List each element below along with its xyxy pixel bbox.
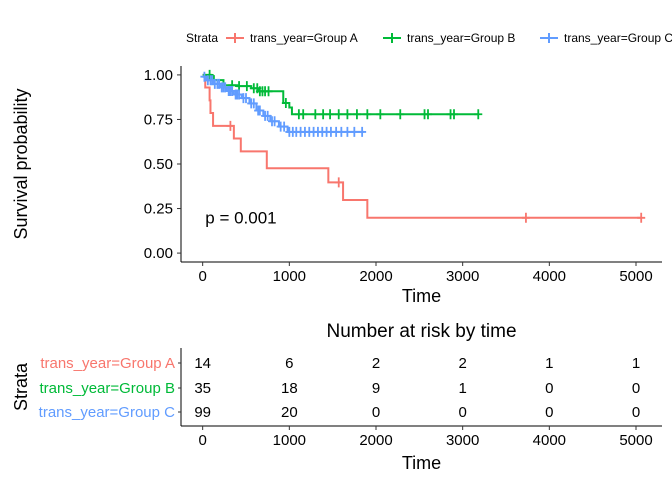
risk-cell-1-3: 1: [458, 380, 466, 397]
risk-cell-2-2: 0: [372, 404, 380, 421]
survival-curve-series-0: [202, 73, 642, 219]
censor-mark-series-1: [424, 109, 432, 120]
censor-mark-series-1: [242, 81, 251, 92]
censor-mark-series-0: [334, 177, 343, 188]
risk-x-tick-label: 2000: [359, 432, 392, 449]
risk-cell-1-0: 35: [194, 380, 211, 397]
censor-mark-series-0: [637, 212, 646, 223]
censor-mark-series-2: [350, 126, 359, 137]
legend-label-0: trans_year=Group A: [250, 31, 358, 45]
censor-mark-series-1: [352, 109, 361, 120]
censor-mark-series-0: [226, 120, 235, 131]
censor-mark-series-1: [281, 98, 290, 109]
risk-row-label-0: trans_year=Group A: [40, 355, 175, 372]
risk-table-title: Number at risk by time: [326, 321, 516, 342]
risk-cell-2-0: 99: [194, 404, 211, 421]
x-tick-label: 2000: [359, 268, 392, 285]
censor-mark-series-1: [311, 109, 320, 120]
censor-mark-series-1: [450, 109, 458, 120]
risk-x-tick-label: 3000: [446, 432, 479, 449]
censor-mark-series-2: [263, 110, 272, 121]
risk-y-axis-title: Strata: [11, 362, 31, 411]
risk-x-tick-label: 4000: [533, 432, 566, 449]
x-tick-label: 1000: [273, 268, 306, 285]
risk-cell-1-1: 18: [281, 380, 298, 397]
x-tick-label: 3000: [446, 268, 479, 285]
censor-mark-series-1: [343, 109, 352, 120]
censor-mark-series-1: [326, 109, 335, 120]
y-axis-title: Survival probability: [11, 88, 31, 239]
risk-cell-0-0: 14: [194, 355, 211, 372]
y-tick-label: 0.25: [144, 201, 173, 218]
risk-cell-0-1: 6: [285, 355, 293, 372]
x-tick-label: 5000: [619, 268, 652, 285]
risk-row-label-2: trans_year=Group C: [39, 404, 175, 421]
legend-title: Strata: [186, 31, 218, 45]
x-tick-label: 0: [198, 268, 206, 285]
censor-mark-series-2: [235, 89, 244, 100]
risk-x-tick-label: 5000: [619, 432, 652, 449]
censor-mark-series-0: [521, 212, 530, 223]
risk-cell-2-5: 0: [632, 404, 640, 421]
y-tick-label: 0.50: [144, 156, 173, 173]
risk-x-tick-label: 0: [198, 432, 206, 449]
risk-cell-0-5: 1: [632, 355, 640, 372]
censor-mark-series-2: [270, 116, 279, 127]
legend-label-2: trans_year=Group C: [564, 31, 672, 45]
risk-cell-2-3: 0: [458, 404, 466, 421]
risk-cell-2-1: 20: [281, 404, 298, 421]
y-tick-label: 1.00: [144, 67, 173, 84]
censor-mark-series-1: [319, 109, 328, 120]
risk-cell-0-2: 2: [372, 355, 380, 372]
risk-row-label-1: trans_year=Group B: [40, 380, 176, 397]
censor-mark-series-2: [242, 93, 250, 104]
censor-mark-series-1: [334, 109, 343, 120]
risk-cell-0-3: 2: [458, 355, 466, 372]
censor-mark-series-1: [363, 109, 372, 120]
censor-mark-series-2: [358, 126, 367, 137]
censor-mark-series-1: [235, 81, 244, 92]
y-tick-label: 0.00: [144, 245, 173, 262]
censor-mark-series-1: [264, 86, 273, 97]
censor-mark-series-1: [376, 109, 385, 120]
risk-cell-1-2: 9: [372, 380, 380, 397]
censor-mark-series-2: [255, 105, 264, 116]
risk-cell-1-5: 0: [632, 380, 640, 397]
risk-x-axis-title: Time: [402, 453, 441, 473]
risk-x-tick-label: 1000: [273, 432, 306, 449]
risk-cell-2-4: 0: [545, 404, 553, 421]
censor-mark-series-2: [280, 121, 289, 132]
censor-mark-series-2: [343, 126, 352, 137]
risk-cell-0-4: 1: [545, 355, 553, 372]
censor-mark-series-1: [474, 109, 483, 120]
x-tick-label: 4000: [533, 268, 566, 285]
censor-mark-series-1: [299, 109, 308, 120]
x-axis-title: Time: [402, 286, 441, 306]
risk-cell-1-4: 0: [545, 380, 553, 397]
censor-mark-series-1: [396, 109, 405, 120]
censor-mark-series-2: [249, 98, 258, 109]
legend-label-1: trans_year=Group B: [407, 31, 515, 45]
p-value-annotation: p = 0.001: [205, 208, 276, 227]
y-tick-label: 0.75: [144, 111, 173, 128]
